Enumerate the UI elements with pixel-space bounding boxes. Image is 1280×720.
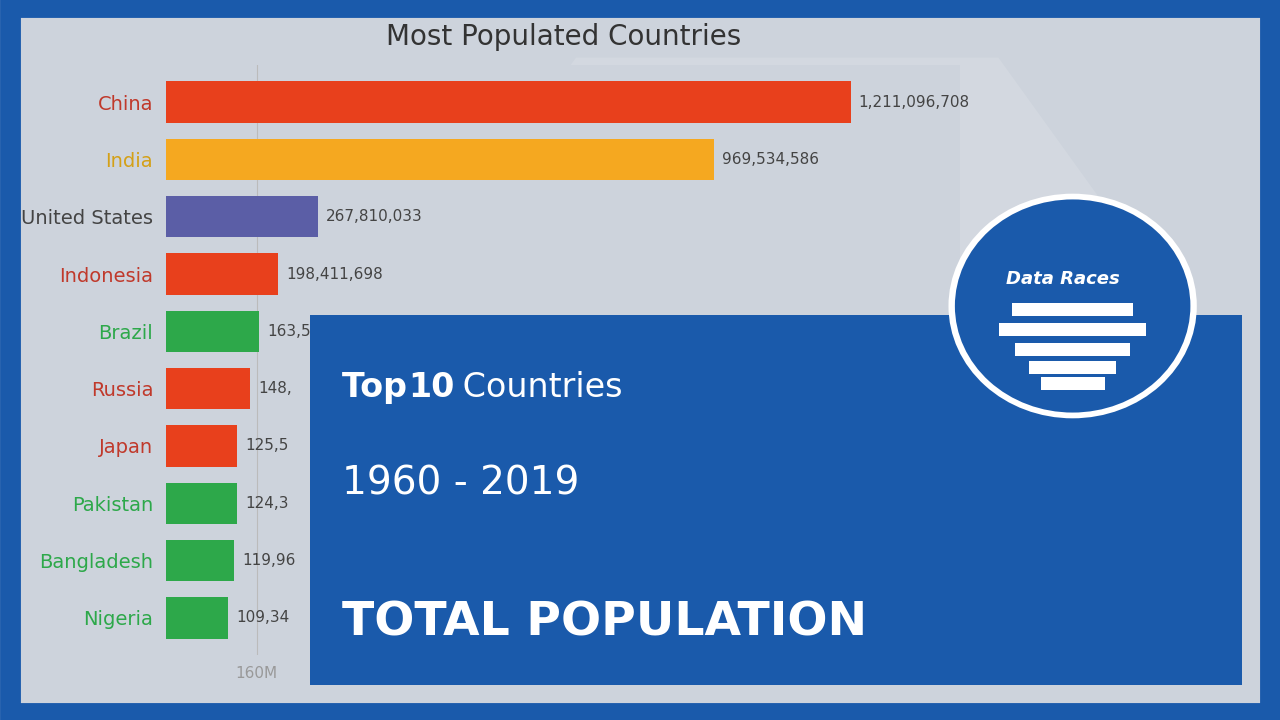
Text: Countries: Countries	[452, 372, 622, 405]
Text: 1,211,096,708: 1,211,096,708	[859, 94, 970, 109]
Bar	[166, 368, 251, 409]
Text: 163,583,153: 163,583,153	[268, 324, 364, 339]
Text: 198,411,698: 198,411,698	[287, 266, 384, 282]
Text: 148,: 148,	[259, 381, 292, 396]
Bar	[166, 139, 714, 180]
Text: 119,96: 119,96	[242, 553, 296, 568]
Title: Most Populated Countries: Most Populated Countries	[385, 23, 741, 51]
Text: 125,5: 125,5	[246, 438, 289, 454]
Text: TOTAL POPULATION: TOTAL POPULATION	[342, 600, 867, 645]
Bar	[166, 311, 259, 352]
Text: 124,3: 124,3	[244, 496, 288, 510]
Bar	[166, 426, 237, 467]
Text: Data Races: Data Races	[1006, 269, 1120, 287]
Text: 1960 - 2019: 1960 - 2019	[342, 464, 579, 503]
Text: 10: 10	[408, 372, 454, 405]
Bar	[166, 540, 234, 581]
Bar	[166, 598, 228, 639]
Bar	[166, 253, 279, 294]
Text: 109,34: 109,34	[237, 611, 289, 626]
Bar	[166, 482, 237, 524]
Text: 969,534,586: 969,534,586	[722, 152, 819, 167]
Text: Top: Top	[342, 372, 419, 405]
Bar	[166, 196, 317, 238]
Bar	[166, 81, 850, 122]
Text: 267,810,033: 267,810,033	[326, 210, 422, 224]
